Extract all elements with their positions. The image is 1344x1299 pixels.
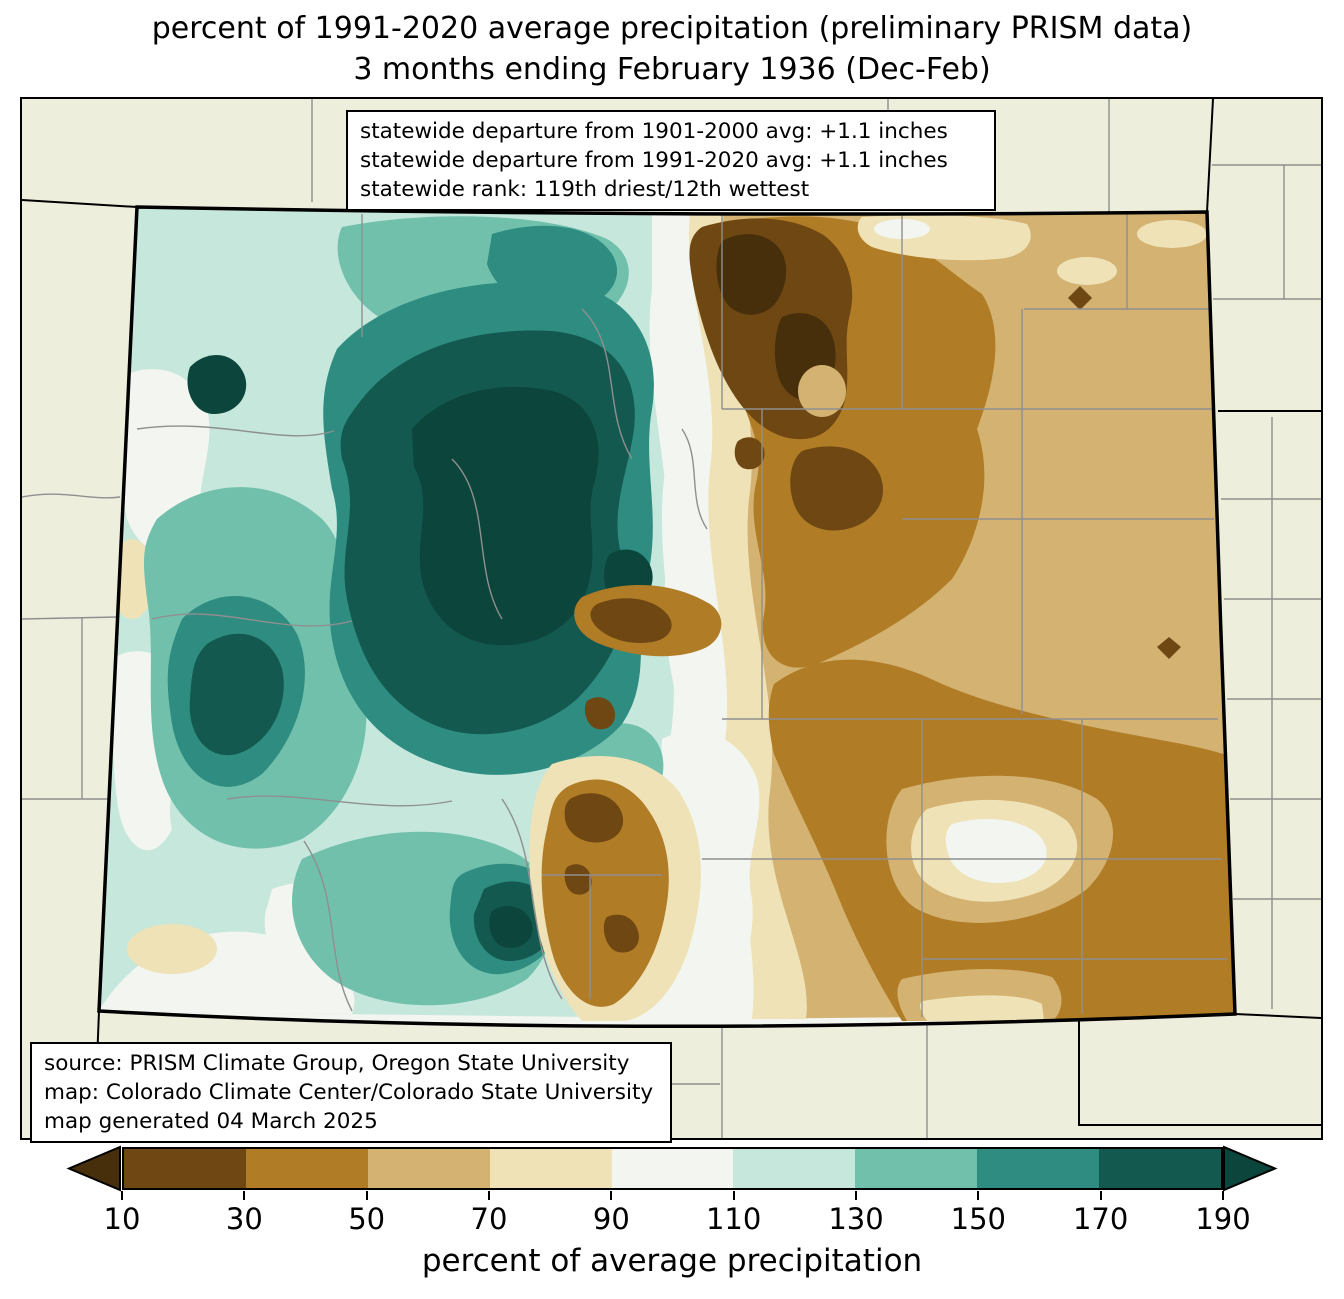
colorbar-segment-170-190: [1099, 1149, 1222, 1188]
colorbar-over-arrow: [1223, 1145, 1278, 1192]
colorbar-tick-70: [488, 1191, 490, 1200]
source-line-1: source: PRISM Climate Group, Oregon Stat…: [44, 1051, 630, 1076]
colorbar-ticklabel-110: 110: [705, 1202, 762, 1236]
colorbar-tick-170: [1099, 1191, 1102, 1200]
colorbar-tick-150: [977, 1191, 980, 1200]
colorbar-tick-130: [855, 1191, 857, 1200]
colorbar-tick-30: [243, 1191, 246, 1200]
colorbar-ticklabel-130: 130: [828, 1202, 884, 1236]
source-line-2: map: Colorado Climate Center/Colorado St…: [44, 1080, 654, 1105]
colorbar-ticklabel-150: 150: [950, 1202, 1006, 1236]
colorbar-segment-150-170: [977, 1149, 1100, 1188]
colorbar-ticklabel-30: 30: [225, 1202, 263, 1236]
colorado-state-border: [97, 205, 1237, 1029]
colorbar-segment-110-130: [733, 1149, 856, 1188]
colorbar-segment-10-30: [124, 1149, 246, 1188]
colorbar-ticklabel-70: 70: [470, 1202, 508, 1236]
contour-fills: [99, 207, 1235, 1027]
colorbar-ticklabel-50: 50: [348, 1202, 386, 1236]
stats-line-3: statewide rank: 119th driest/12th wettes…: [360, 177, 810, 202]
colorbar-segment-50-70: [367, 1149, 490, 1188]
colorbar-segment-30-50: [245, 1149, 368, 1188]
source-attribution-box: source: PRISM Climate Group, Oregon Stat…: [30, 1042, 672, 1143]
source-line-3: map generated 04 March 2025: [44, 1109, 378, 1134]
colorbar-under-arrow: [66, 1145, 121, 1192]
colorbar-segment-130-150: [855, 1149, 978, 1188]
colorbar-segment-90-110: [611, 1149, 734, 1188]
colorbar-ticklabel-10: 10: [103, 1202, 141, 1236]
statewide-stats-box: statewide departure from 1901-2000 avg: …: [346, 110, 996, 211]
colorbar-axis-label: percent of average precipitation: [421, 1243, 923, 1279]
colorado-contour-map: [22, 99, 1321, 1138]
colorbar-tick-90: [610, 1191, 613, 1200]
map-frame: [20, 97, 1323, 1140]
colorbar-ticklabel-90: 90: [592, 1202, 630, 1236]
figure-title-line2: 3 months ending February 1936 (Dec-Feb): [353, 52, 991, 87]
colorbar-tick-110: [732, 1191, 735, 1200]
stats-line-2: statewide departure from 1991-2020 avg: …: [360, 148, 948, 173]
neighbor-county-lines: [22, 99, 1321, 1138]
figure-title: percent of 1991-2020 average precipitati…: [0, 8, 1344, 90]
stats-line-1: statewide departure from 1901-2000 avg: …: [360, 119, 948, 144]
colorbar-ticklabel-190: 190: [1195, 1202, 1251, 1236]
colorbar-tick-10: [121, 1191, 123, 1200]
colorbar-tick-190: [1222, 1191, 1224, 1200]
colorbar-tick-50: [365, 1191, 368, 1200]
colorado-county-lines: [136, 212, 1227, 1017]
colorbar-ticklabel-170: 170: [1072, 1202, 1129, 1236]
colorbar-segment-70-90: [489, 1149, 612, 1188]
colorbar: [122, 1147, 1223, 1190]
figure-title-line1: percent of 1991-2020 average precipitati…: [151, 11, 1193, 46]
